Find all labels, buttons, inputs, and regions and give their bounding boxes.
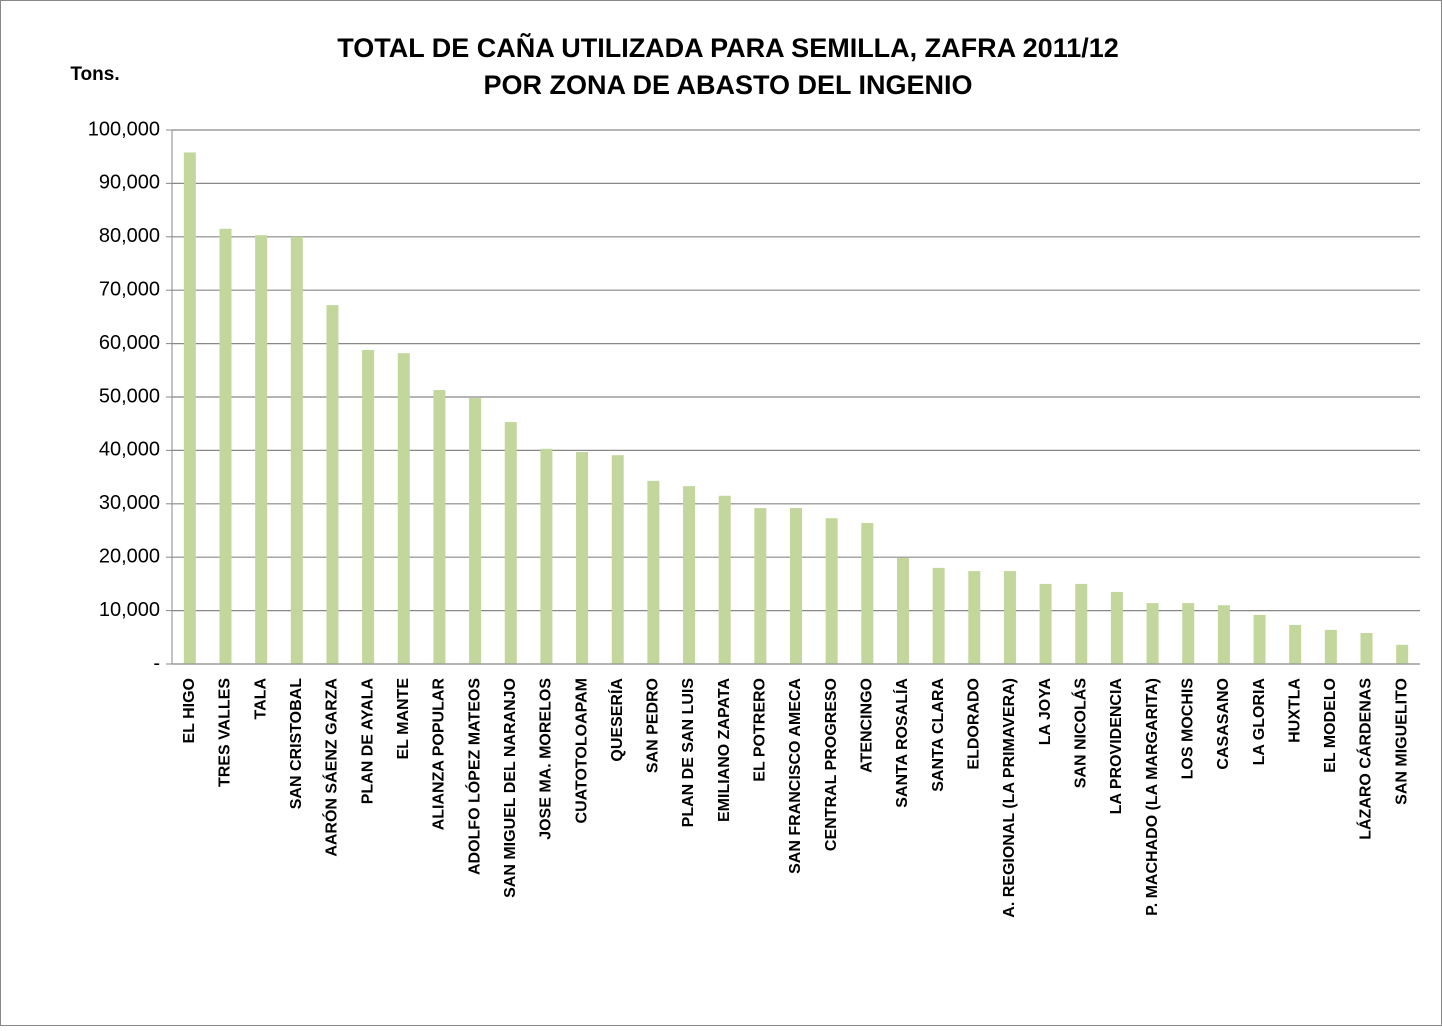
y-tick-label: 50,000 — [99, 385, 160, 407]
bar — [1253, 614, 1266, 664]
x-tick-label: ELDORADO — [966, 678, 983, 770]
bar — [968, 571, 981, 664]
x-tick-label: LA PROVIDENCIA — [1108, 678, 1125, 815]
x-tick-label: CASASANO — [1215, 678, 1232, 770]
bar — [397, 353, 410, 664]
bar — [1003, 571, 1016, 664]
bar — [790, 508, 802, 664]
bar — [576, 452, 589, 664]
y-tick-label: - — [153, 652, 160, 674]
x-tick-label: LOS MOCHIS — [1179, 678, 1196, 780]
chart-title: TOTAL DE CAÑA UTILIZADA PARA SEMILLA, ZA… — [337, 32, 1119, 63]
x-tick-label: ATENCINGO — [859, 678, 876, 773]
bar — [718, 495, 731, 664]
bar — [861, 523, 874, 664]
y-tick-label: 90,000 — [99, 172, 160, 194]
bar — [825, 518, 838, 664]
bar — [1396, 644, 1409, 664]
bar — [1324, 629, 1337, 664]
x-tick-label: SAN NICOLÁS — [1070, 678, 1089, 789]
bar — [183, 152, 196, 665]
x-tick-label: SANTA ROSALÍA — [892, 678, 911, 808]
bar — [1039, 583, 1052, 664]
x-tick-label: TALA — [252, 678, 269, 720]
bar — [255, 235, 268, 664]
x-tick-label: EL HIGO — [181, 678, 198, 744]
bar — [326, 305, 339, 664]
x-tick-label: PLAN DE SAN LUIS — [680, 678, 697, 828]
bar — [647, 480, 660, 664]
x-tick-label: LÁZARO CÁRDENAS — [1356, 678, 1375, 840]
x-tick-label: P. MACHADO (LA MARGARITA) — [1144, 678, 1161, 916]
x-tick-label: SAN PEDRO — [645, 678, 662, 773]
y-tick-label: 70,000 — [99, 278, 160, 300]
x-tick-label: SAN FRANCISCO AMECA — [787, 678, 804, 874]
x-tick-label: JOSE MA. MORELOS — [538, 678, 555, 840]
y-axis-label: Tons. — [70, 64, 119, 85]
x-tick-label: HUXTLA — [1286, 678, 1303, 743]
bar — [290, 236, 303, 665]
bar — [362, 350, 375, 664]
bar — [1182, 603, 1195, 664]
x-tick-label: ALIANZA POPULAR — [431, 678, 448, 831]
x-tick-label: SAN MIGUELITO — [1393, 678, 1410, 805]
bar — [754, 508, 767, 664]
x-tick-label: AARÓN SÁENZ GARZA — [322, 678, 341, 857]
x-tick-label: A. REGIONAL (LA PRIMAVERA) — [1001, 678, 1018, 918]
x-tick-label: SANTA CLARA — [930, 678, 947, 792]
bar — [219, 228, 232, 665]
x-tick-label: EMILIANO ZAPATA — [716, 678, 733, 822]
x-tick-label: SAN CRISTOBAL — [288, 678, 305, 809]
bar — [504, 422, 517, 664]
y-tick-label: 60,000 — [99, 332, 160, 354]
y-tick-label: 10,000 — [99, 599, 160, 621]
y-tick-label: 100,000 — [88, 118, 160, 140]
x-tick-label: TRES VALLES — [217, 678, 234, 787]
bar — [932, 567, 945, 664]
x-tick-label: EL MANTE — [395, 678, 412, 760]
x-tick-label: EL POTRERO — [752, 678, 769, 782]
x-tick-label: LA GLORIA — [1251, 678, 1268, 766]
y-tick-label: 80,000 — [99, 225, 160, 247]
x-tick-label: EL MODELO — [1322, 678, 1339, 773]
x-tick-label: SAN MIGUEL DEL NARANJO — [502, 678, 519, 898]
x-tick-label: LA JOYA — [1037, 678, 1054, 746]
y-tick-label: 20,000 — [99, 545, 160, 567]
bar — [1217, 605, 1230, 664]
y-tick-label: 40,000 — [99, 439, 160, 461]
x-tick-label: QUESERÍA — [607, 678, 626, 762]
bar — [1146, 603, 1159, 664]
chart-title: POR ZONA DE ABASTO DEL INGENIO — [483, 70, 972, 100]
bar — [1075, 583, 1088, 664]
bar — [1110, 591, 1123, 664]
bar — [433, 390, 446, 664]
bar — [469, 398, 482, 664]
x-tick-label: PLAN DE AYALA — [359, 678, 376, 805]
bar — [896, 557, 909, 664]
bar — [1360, 633, 1373, 664]
bar — [1289, 625, 1302, 664]
y-tick-label: 30,000 — [99, 492, 160, 514]
bar — [540, 448, 553, 664]
x-tick-label: ADOLFO LÓPEZ MATEOS — [464, 678, 483, 875]
x-tick-label: CENTRAL PROGRESO — [823, 678, 840, 851]
bar — [683, 486, 696, 664]
bar — [611, 455, 624, 664]
x-tick-label: CUATOTOLOAPAM — [573, 678, 590, 823]
